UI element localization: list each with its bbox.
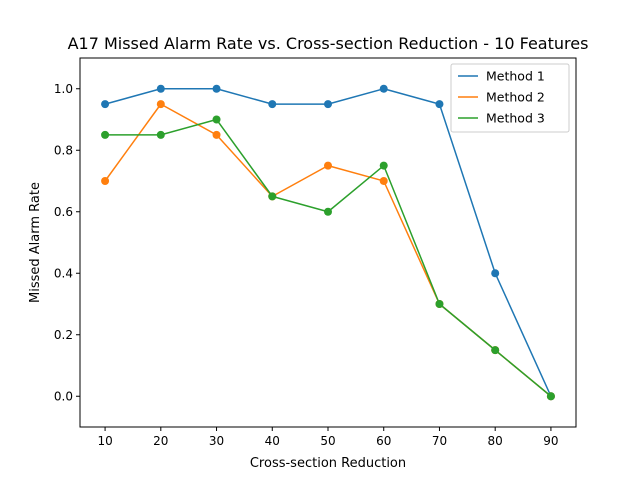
y-tick-label: 1.0	[54, 82, 73, 96]
series-2-point	[156, 100, 165, 109]
x-tick-label: 40	[265, 434, 280, 448]
x-tick-label: 60	[376, 434, 391, 448]
series-1-point	[491, 269, 500, 278]
x-tick-label: 50	[320, 434, 335, 448]
x-tick-label: 90	[543, 434, 558, 448]
series-3-point	[324, 207, 332, 216]
series-3-point	[435, 300, 444, 308]
x-tick-label: 80	[488, 434, 503, 448]
series-3-point	[156, 130, 165, 139]
series-3-point	[101, 130, 110, 139]
series-2-point	[212, 130, 221, 139]
y-tick-label: 0.8	[54, 143, 73, 157]
series-2-point	[324, 161, 332, 170]
legend-box	[450, 63, 570, 133]
y-tick-label: 0.0	[54, 389, 73, 403]
series-2-point	[101, 177, 110, 185]
x-tick-label: 20	[153, 434, 168, 448]
y-axis: 0.0 0.2 0.4 0.6 0.8 1.0	[54, 82, 80, 403]
legend-label-1: Method 1	[486, 69, 545, 84]
series-3-point	[491, 346, 500, 355]
y-tick-label: 0.6	[54, 205, 73, 219]
y-axis-label: Missed Alarm Rate	[28, 182, 43, 303]
x-tick-label: 70	[432, 434, 447, 448]
chart-legend: Method 1 Method 2 Method 3	[450, 63, 570, 133]
legend-label-2: Method 2	[486, 90, 545, 105]
series-3	[101, 115, 555, 401]
series-1-point	[268, 100, 277, 109]
series-3-point	[379, 161, 388, 170]
legend-label-3: Method 3	[486, 111, 545, 126]
series-1-point	[324, 100, 332, 109]
x-axis-label: Cross-section Reduction	[250, 456, 406, 471]
y-tick-label: 0.2	[54, 328, 73, 342]
series-1-point	[156, 84, 165, 93]
series-3-point	[546, 392, 555, 401]
x-axis: 10 20 30 40 50 60 70 80 90	[97, 427, 559, 448]
x-tick-label: 30	[209, 434, 224, 448]
series-1-point	[101, 100, 110, 109]
x-tick-label: 10	[97, 434, 112, 448]
series-layer	[101, 84, 555, 401]
series-1-point	[379, 84, 388, 93]
series-1-point	[212, 84, 221, 93]
series-3-point	[268, 192, 277, 201]
y-tick-label: 0.4	[54, 266, 73, 280]
series-2-point	[379, 177, 388, 185]
chart-title: A17 Missed Alarm Rate vs. Cross-section …	[68, 34, 589, 53]
series-3-point	[212, 115, 221, 124]
series-1-point	[435, 100, 444, 109]
